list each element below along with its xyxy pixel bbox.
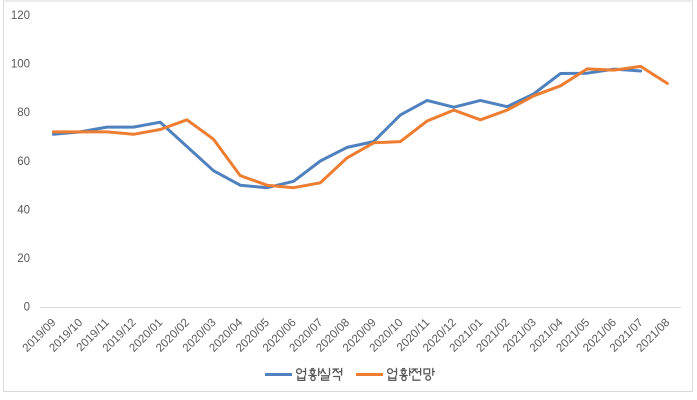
svg-text:20: 20 <box>17 253 30 265</box>
svg-text:0: 0 <box>24 302 30 314</box>
svg-text:40: 40 <box>17 204 30 216</box>
svg-text:120: 120 <box>11 10 30 22</box>
svg-text:80: 80 <box>17 107 30 119</box>
svg-text:100: 100 <box>11 59 30 71</box>
svg-text:60: 60 <box>17 156 30 168</box>
